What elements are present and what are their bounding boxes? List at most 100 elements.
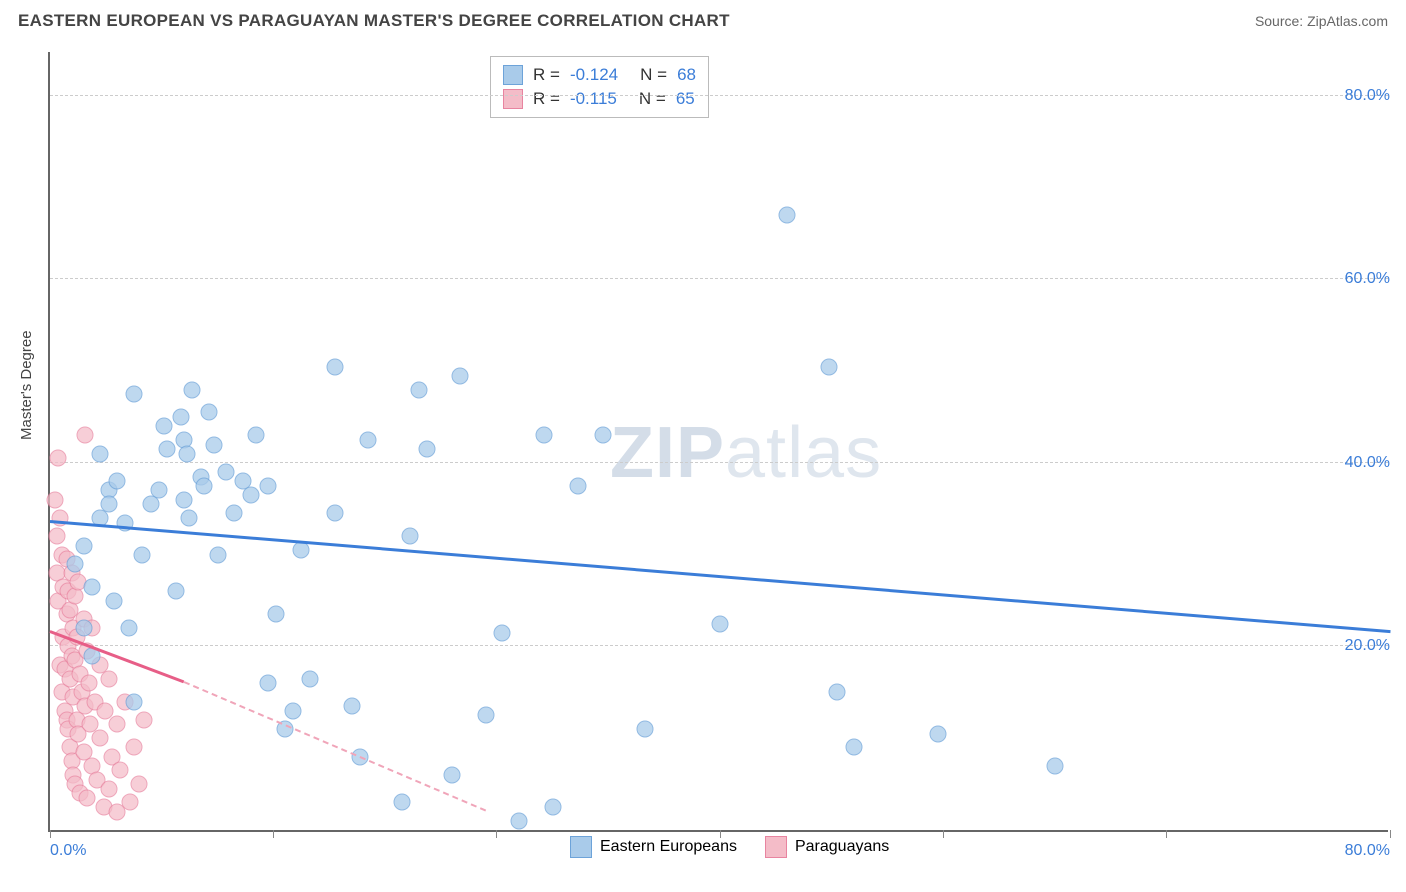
series-a-point — [779, 207, 796, 224]
series-a-point — [184, 381, 201, 398]
series-a-point — [477, 707, 494, 724]
series-a-point — [569, 477, 586, 494]
series-a-point — [120, 620, 137, 637]
legend-swatch-b — [765, 836, 787, 858]
series-a-point — [712, 615, 729, 632]
series-a-point — [67, 555, 84, 572]
series-a-point — [179, 445, 196, 462]
legend-item-a: Eastern Europeans — [570, 836, 737, 858]
source-attribution: Source: ZipAtlas.com — [1255, 13, 1388, 29]
stats-row-b: R = -0.115 N = 65 — [503, 87, 696, 111]
x-tick-label: 0.0% — [50, 842, 86, 860]
series-a-point — [360, 432, 377, 449]
series-b-point — [125, 739, 142, 756]
series-a-point — [343, 698, 360, 715]
watermark: ZIPatlas — [610, 412, 882, 494]
series-a-point — [196, 477, 213, 494]
x-tick-mark — [273, 830, 274, 838]
series-a-point — [75, 620, 92, 637]
series-b-swatch — [503, 89, 523, 109]
x-tick-mark — [50, 830, 51, 838]
series-a-point — [206, 436, 223, 453]
series-b-point — [50, 450, 67, 467]
series-b-point — [77, 427, 94, 444]
series-a-point — [83, 578, 100, 595]
series-b-point — [80, 675, 97, 692]
series-a-swatch — [503, 65, 523, 85]
series-a-point — [301, 670, 318, 687]
series-a-point — [226, 505, 243, 522]
series-a-point — [268, 606, 285, 623]
stats-row-a: R = -0.124 N = 68 — [503, 63, 696, 87]
series-a-point — [167, 583, 184, 600]
series-b-point — [47, 491, 64, 508]
y-axis-label: Master's Degree — [18, 330, 35, 440]
series-b-point — [92, 730, 109, 747]
series-a-point — [105, 592, 122, 609]
legend-item-b: Paraguayans — [765, 836, 889, 858]
legend-bottom: Eastern Europeans Paraguayans — [570, 836, 889, 858]
series-a-point — [284, 702, 301, 719]
series-a-point — [259, 477, 276, 494]
series-a-point — [544, 799, 561, 816]
series-a-point — [248, 427, 265, 444]
x-tick-mark — [1390, 830, 1391, 838]
series-a-point — [172, 409, 189, 426]
y-tick-label: 80.0% — [1345, 87, 1390, 105]
series-b-point — [130, 776, 147, 793]
legend-swatch-a — [570, 836, 592, 858]
series-a-point — [201, 404, 218, 421]
series-a-point — [100, 496, 117, 513]
series-a-point — [393, 794, 410, 811]
series-a-point — [134, 546, 151, 563]
series-b-point — [100, 780, 117, 797]
gridline — [50, 278, 1388, 279]
y-tick-label: 40.0% — [1345, 454, 1390, 472]
series-a-point — [125, 693, 142, 710]
series-b-point — [135, 711, 152, 728]
series-a-point — [125, 386, 142, 403]
x-tick-mark — [720, 830, 721, 838]
series-a-point — [820, 358, 837, 375]
series-a-point — [326, 505, 343, 522]
series-b-point — [122, 794, 139, 811]
series-a-point — [418, 441, 435, 458]
gridline — [50, 95, 1388, 96]
series-b-point — [78, 789, 95, 806]
series-a-point — [109, 473, 126, 490]
y-tick-label: 20.0% — [1345, 637, 1390, 655]
header: EASTERN EUROPEAN VS PARAGUAYAN MASTER'S … — [0, 0, 1406, 42]
series-a-point — [259, 675, 276, 692]
series-a-point — [452, 367, 469, 384]
y-tick-label: 60.0% — [1345, 270, 1390, 288]
series-a-point — [494, 624, 511, 641]
series-a-point — [209, 546, 226, 563]
series-a-point — [217, 464, 234, 481]
series-a-point — [92, 445, 109, 462]
stats-legend: R = -0.124 N = 68 R = -0.115 N = 65 — [490, 56, 709, 118]
series-a-point — [243, 487, 260, 504]
series-b-point — [100, 670, 117, 687]
gridline — [50, 462, 1388, 463]
series-a-point — [594, 427, 611, 444]
series-a-point — [536, 427, 553, 444]
series-a-point — [829, 684, 846, 701]
series-a-point — [176, 491, 193, 508]
trend-b-dash — [184, 681, 486, 811]
series-a-point — [326, 358, 343, 375]
series-a-point — [929, 725, 946, 742]
series-b-point — [112, 762, 129, 779]
series-a-point — [511, 812, 528, 829]
x-tick-mark — [943, 830, 944, 838]
series-a-point — [444, 766, 461, 783]
series-a-point — [181, 510, 198, 527]
series-a-point — [150, 482, 167, 499]
x-tick-mark — [496, 830, 497, 838]
series-a-point — [846, 739, 863, 756]
series-b-point — [109, 716, 126, 733]
chart-title: EASTERN EUROPEAN VS PARAGUAYAN MASTER'S … — [18, 11, 730, 31]
series-a-point — [155, 418, 172, 435]
gridline — [50, 645, 1388, 646]
series-a-point — [402, 528, 419, 545]
scatter-chart: ZIPatlas R = -0.124 N = 68 R = -0.115 N … — [48, 52, 1388, 832]
